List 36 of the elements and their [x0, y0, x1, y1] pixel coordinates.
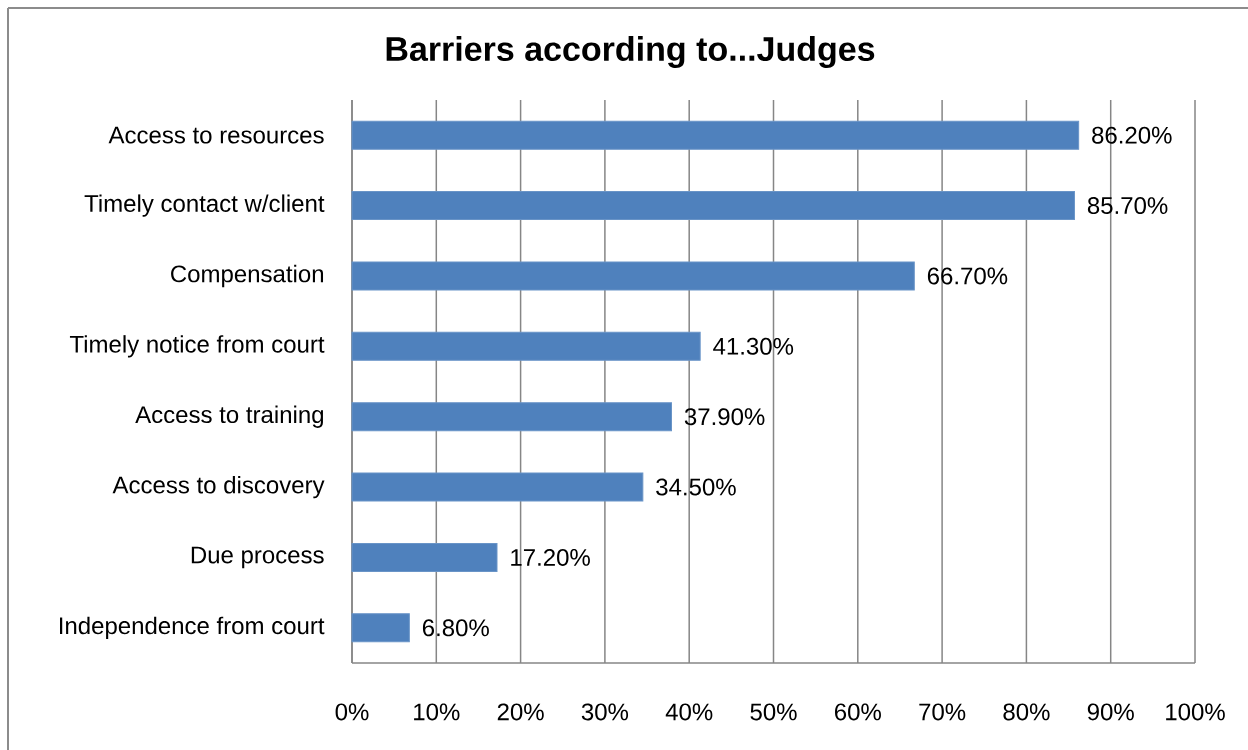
bar: [351, 191, 1075, 221]
bar: [351, 331, 701, 361]
x-tick-label: 80%: [1003, 703, 1050, 721]
x-tick-label: 100%: [1166, 703, 1225, 721]
data-label: 41.30%: [713, 337, 794, 355]
y-tick-label: Access to resources: [108, 126, 324, 144]
bar: [351, 613, 410, 643]
chart-title: Barriers according to...Judges: [386, 36, 875, 68]
x-tick-label: 10%: [414, 703, 460, 721]
x-tick-label: 70%: [919, 703, 966, 721]
data-label: 34.50%: [656, 478, 736, 496]
y-tick-label: Access to training: [135, 405, 324, 428]
data-label: 66.70%: [927, 267, 1008, 285]
y-tick-label: Due process: [191, 546, 324, 569]
data-label: 85.70%: [1087, 197, 1168, 215]
bar: [351, 472, 644, 502]
x-tick-label: 40%: [665, 703, 713, 721]
x-tick-label: 30%: [581, 703, 629, 721]
x-tick-label: 20%: [497, 703, 544, 721]
x-tick-label: 60%: [835, 703, 881, 721]
data-label: 17.20%: [511, 548, 590, 566]
data-label: 86.20%: [1092, 126, 1172, 144]
y-tick-label: Access to discovery: [112, 475, 325, 499]
x-tick-label: 50%: [750, 703, 797, 721]
bar: [351, 542, 498, 572]
bar: [351, 261, 915, 291]
y-tick-label: Timely notice from court: [69, 335, 325, 358]
y-tick-label: Independence from court: [59, 616, 325, 639]
bar: [351, 402, 672, 432]
x-tick-label: 90%: [1087, 703, 1134, 721]
bar: [351, 120, 1080, 150]
x-tick-label: 0%: [335, 703, 369, 721]
y-tick-label: Compensation: [171, 264, 324, 288]
y-tick-label: Timely contact w/client: [84, 194, 325, 217]
data-label: 6.80%: [422, 619, 489, 637]
data-label: 37.90%: [684, 408, 765, 426]
